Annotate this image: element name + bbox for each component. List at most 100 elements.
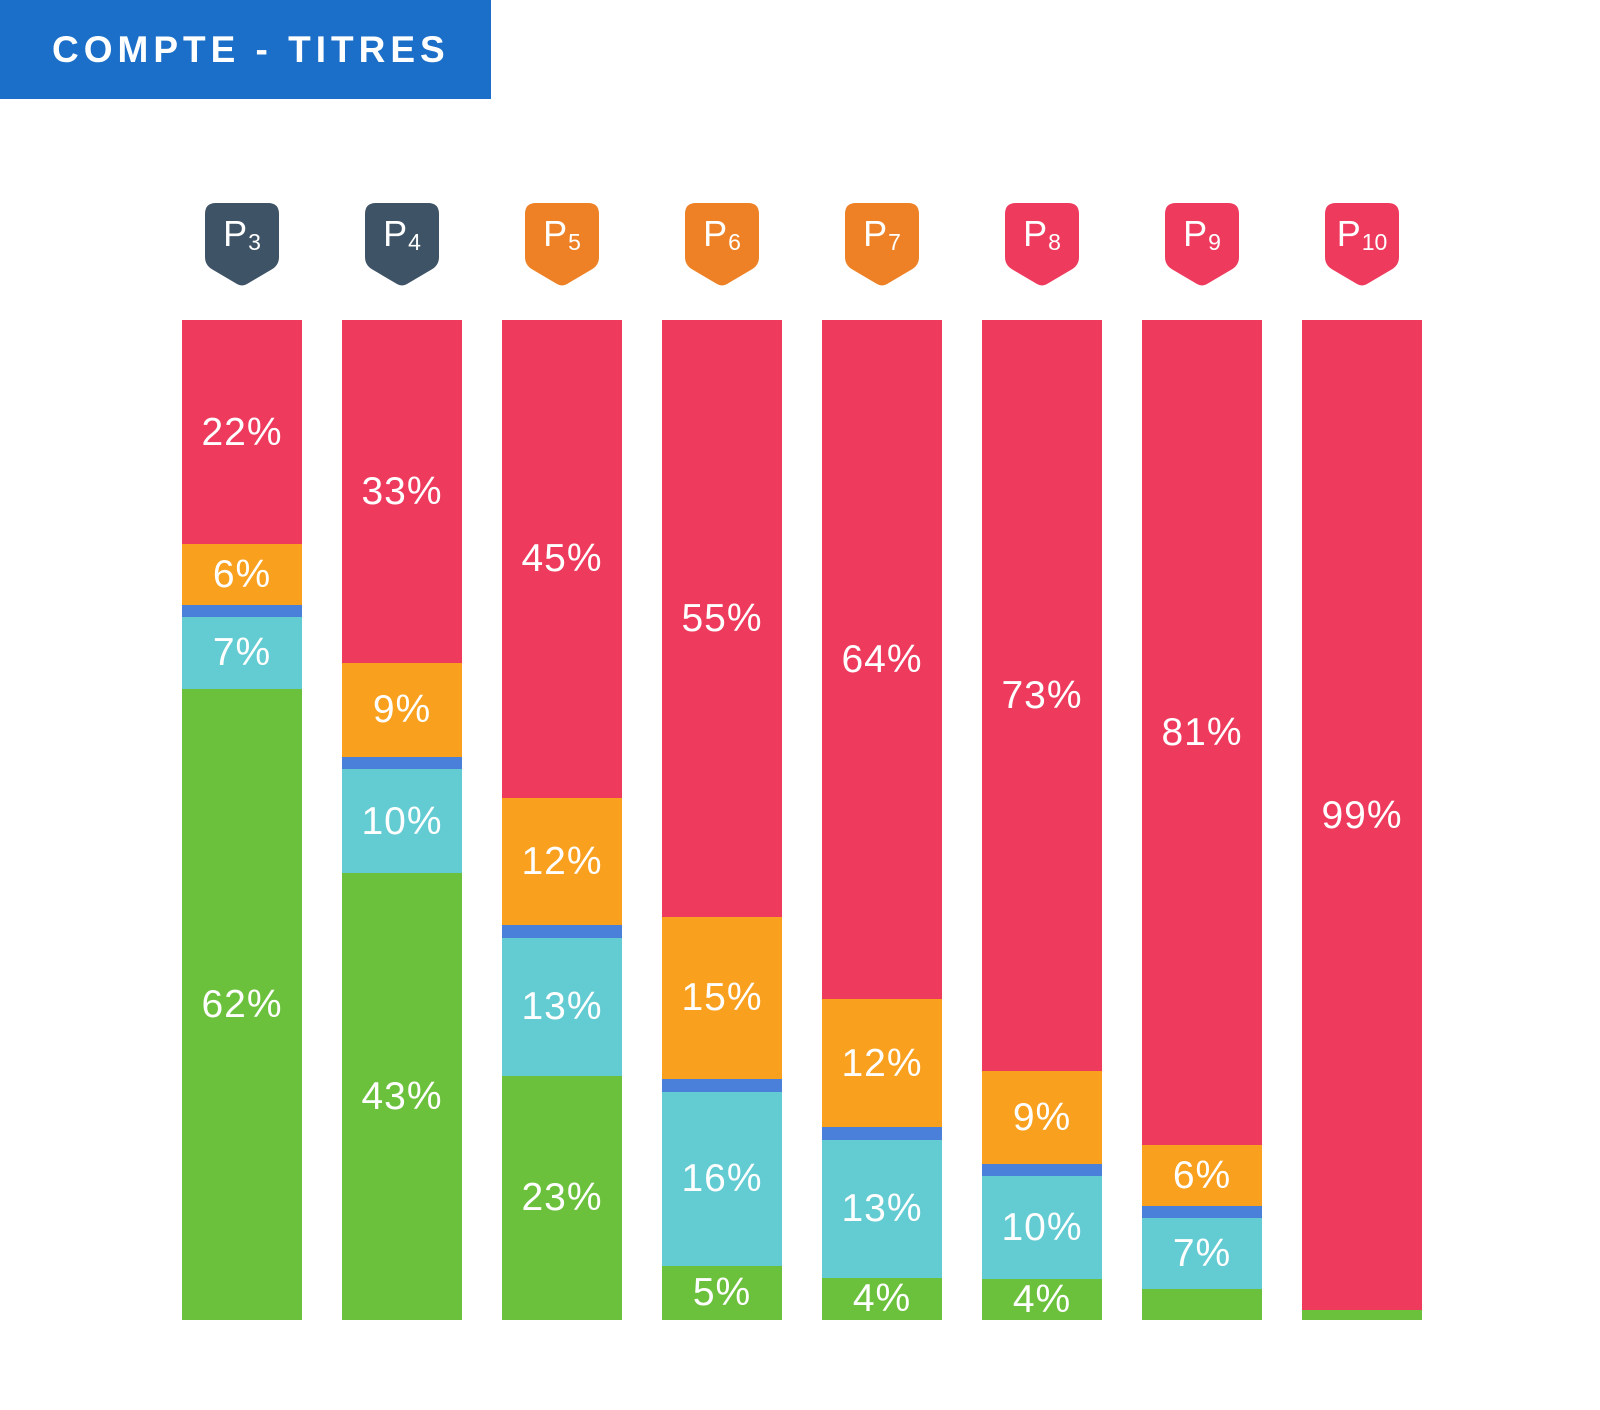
shield-icon [205, 203, 279, 286]
bar-column-P9: P 9 81% 6% 7% [1142, 0, 1262, 1410]
segment-value-label: 81% [1161, 710, 1243, 754]
segment-teal-P9: 7% [1142, 1218, 1262, 1290]
segment-pink-P10: 99% [1302, 320, 1422, 1310]
badge-number: 4 [408, 228, 421, 255]
segment-green-P6: 5% [662, 1265, 782, 1320]
segment-pink-P4: 33% [342, 320, 462, 664]
badge-letter: P [703, 213, 728, 254]
bar-column-P6: P 6 55% 15% 16% 5% [662, 0, 782, 1410]
segment-pink-P6: 55% [662, 320, 782, 917]
segment-teal-P5: 13% [502, 937, 622, 1076]
segment-value-label: 7% [212, 631, 272, 675]
segment-value-label: 6% [1172, 1153, 1232, 1197]
bar-column-P4: P 4 33% 9% 10% 43% [342, 0, 462, 1410]
badge-P10: P 10 [1325, 203, 1399, 287]
segment-value-label: 33% [361, 470, 443, 514]
segment-blue-P5 [502, 925, 622, 938]
badge-number: 3 [248, 228, 261, 255]
bar-column-P5: P 5 45% 12% 13% 23% [502, 0, 622, 1410]
bar-column-P8: P 8 73% 9% 10% 4% [982, 0, 1102, 1410]
segment-value-label: 9% [372, 688, 432, 732]
segment-orange-P5: 12% [502, 797, 622, 926]
badge-number: 7 [888, 228, 901, 255]
segment-value-label: 45% [521, 537, 603, 581]
badge-number: 9 [1208, 228, 1221, 255]
badge-letter: P [223, 213, 248, 254]
segment-value-label: 9% [1012, 1095, 1072, 1139]
segment-green-P5: 23% [502, 1075, 622, 1320]
stacked-bar-P8: 73% 9% 10% 4% [982, 320, 1102, 1320]
shield-icon [525, 203, 599, 286]
segment-blue-P8 [982, 1163, 1102, 1176]
segment-blue-P6 [662, 1079, 782, 1093]
segment-value-label: 7% [1172, 1232, 1232, 1276]
stacked-bar-P6: 55% 15% 16% 5% [662, 320, 782, 1320]
stacked-bar-P10: 99% [1302, 320, 1422, 1320]
segment-value-label: 23% [521, 1176, 603, 1220]
segment-pink-P7: 64% [822, 320, 942, 1000]
segment-value-label: 10% [361, 799, 443, 843]
badge-number: 5 [568, 228, 581, 255]
segment-green-P8: 4% [982, 1277, 1102, 1321]
segment-value-label: 6% [212, 553, 272, 597]
segment-teal-P8: 10% [982, 1175, 1102, 1279]
segment-blue-P7 [822, 1126, 942, 1140]
badge-letter: P [1023, 213, 1048, 254]
segment-value-label: 64% [841, 638, 923, 682]
page-title: COMPTE - TITRES [52, 28, 450, 70]
stacked-bar-P3: 22% 6% 7% 62% [182, 320, 302, 1320]
segment-blue-P4 [342, 756, 462, 770]
segment-orange-P6: 15% [662, 916, 782, 1080]
segment-pink-P3: 22% [182, 320, 302, 545]
segment-value-label: 10% [1001, 1205, 1083, 1249]
segment-value-label: 13% [841, 1187, 923, 1230]
badge-letter: P [863, 213, 888, 254]
bar-column-P10: P 10 99% [1302, 0, 1422, 1410]
segment-value-label: 5% [692, 1271, 752, 1315]
segment-value-label: 73% [1001, 674, 1083, 717]
segment-green-P3: 62% [182, 688, 302, 1320]
stacked-bar-P5: 45% 12% 13% 23% [502, 320, 622, 1320]
bar-column-P3: P 3 22% 6% 7% 62% [182, 0, 302, 1410]
segment-value-label: 12% [841, 1041, 923, 1085]
segment-blue-P3 [182, 605, 302, 618]
shield-icon [365, 203, 439, 286]
shield-icon [1325, 203, 1399, 286]
badge-number: 8 [1048, 228, 1061, 255]
badge-label: P 10 [1325, 203, 1399, 265]
badge-letter: P [543, 213, 568, 254]
segment-green-P7: 4% [822, 1277, 942, 1320]
segment-pink-P8: 73% [982, 320, 1102, 1072]
segment-orange-P8: 9% [982, 1071, 1102, 1164]
segment-teal-P6: 16% [662, 1092, 782, 1266]
shield-icon [845, 203, 919, 286]
segment-green-P9 [1142, 1289, 1262, 1320]
badge-number: 6 [728, 228, 741, 255]
segment-value-label: 55% [681, 596, 763, 640]
segment-green-P10 [1302, 1310, 1422, 1320]
segment-value-label: 4% [1012, 1277, 1072, 1321]
segment-blue-P9 [1142, 1205, 1262, 1219]
segment-value-label: 62% [201, 982, 283, 1026]
segment-value-label: 13% [521, 985, 603, 1029]
segment-teal-P3: 7% [182, 617, 302, 689]
segment-value-label: 12% [521, 839, 603, 883]
shield-icon [1005, 203, 1079, 286]
segment-pink-P5: 45% [502, 320, 622, 798]
segment-orange-P7: 12% [822, 999, 942, 1127]
segment-orange-P3: 6% [182, 544, 302, 606]
badge-letter: P [383, 213, 408, 254]
